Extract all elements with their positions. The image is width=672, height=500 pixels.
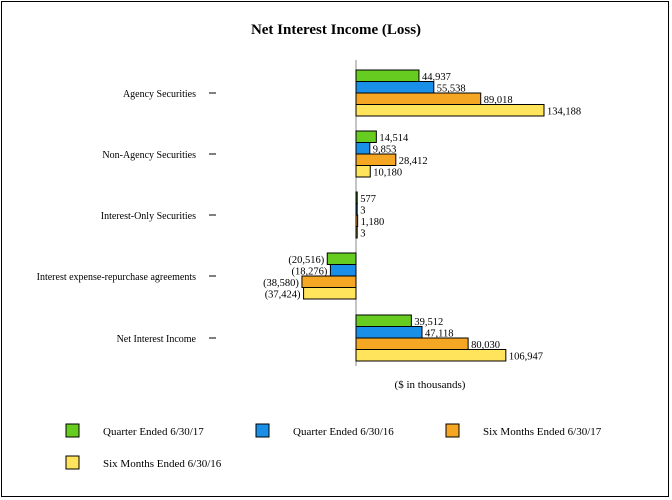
bar xyxy=(355,326,423,339)
category-label: Interest-Only Securities xyxy=(101,211,196,222)
bar xyxy=(355,69,420,82)
data-label: 3 xyxy=(360,229,365,240)
bar xyxy=(355,81,435,94)
bar xyxy=(355,314,412,327)
bar xyxy=(355,337,469,350)
bar xyxy=(303,287,357,300)
bar xyxy=(355,165,371,178)
bar xyxy=(355,203,358,216)
legend: Quarter Ended 6/30/17 Quarter Ended 6/30/… xyxy=(65,423,602,470)
bar xyxy=(355,349,507,362)
data-label: (18,276) xyxy=(292,267,328,278)
legend-swatch xyxy=(65,455,80,470)
data-label: 9,853 xyxy=(373,145,397,156)
bar xyxy=(355,130,377,143)
data-label: (20,516) xyxy=(288,255,324,266)
legend-swatch xyxy=(445,423,460,438)
bar xyxy=(355,92,482,105)
category-label: Net Interest Income xyxy=(117,334,197,345)
bar xyxy=(355,214,359,227)
data-label: 106,947 xyxy=(509,352,543,363)
bar xyxy=(301,275,357,288)
legend-swatch xyxy=(255,423,270,438)
data-label: 14,514 xyxy=(379,133,409,144)
bar xyxy=(355,191,358,204)
data-label: 134,188 xyxy=(547,107,581,118)
bar xyxy=(355,104,545,117)
data-label: 47,118 xyxy=(425,329,454,340)
data-label: 44,937 xyxy=(422,72,451,83)
category-label: Non-Agency Securities xyxy=(102,150,196,161)
data-label: (38,580) xyxy=(263,278,299,289)
bar xyxy=(355,142,371,155)
legend-label: Six Months Ended 6/30/16 xyxy=(103,458,222,470)
chart-title: Net Interest Income (Loss) xyxy=(251,22,421,38)
bar xyxy=(355,226,358,239)
data-label: 55,538 xyxy=(437,84,466,95)
legend-label: Quarter Ended 6/30/17 xyxy=(103,426,204,438)
legend-swatch xyxy=(65,423,80,438)
legend-label: Six Months Ended 6/30/17 xyxy=(483,426,602,438)
data-label: 1,180 xyxy=(361,217,385,228)
bar xyxy=(355,153,397,166)
data-label: 80,030 xyxy=(471,340,500,351)
data-label: 10,180 xyxy=(373,168,402,179)
x-axis-label: ($ in thousands) xyxy=(395,379,466,391)
bar xyxy=(326,252,357,265)
data-label: (37,424) xyxy=(265,290,301,301)
bar xyxy=(329,264,357,277)
data-label: 3 xyxy=(360,206,365,217)
legend-label: Quarter Ended 6/30/16 xyxy=(293,426,394,438)
category-label: Agency Securities xyxy=(123,89,196,100)
data-label: 577 xyxy=(360,194,376,205)
data-label: 89,018 xyxy=(484,95,513,106)
category-label: Interest expense-repurchase agreements xyxy=(37,272,196,283)
data-label: 39,512 xyxy=(414,317,443,328)
data-label: 28,412 xyxy=(399,156,428,167)
